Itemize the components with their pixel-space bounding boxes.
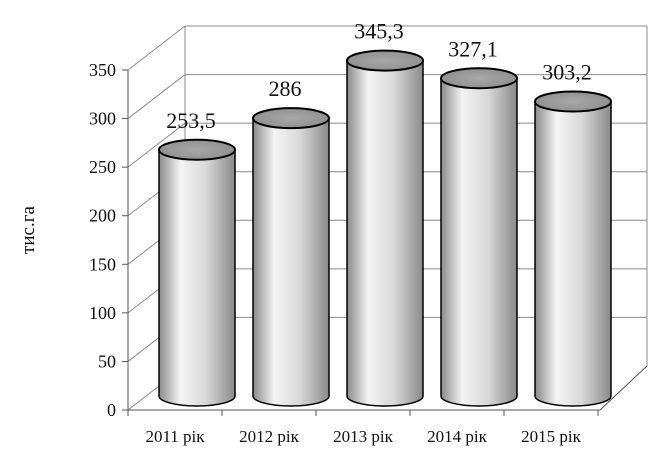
bar-1 xyxy=(158,138,236,407)
bar-top xyxy=(158,138,236,161)
data-label: 345,3 xyxy=(354,19,404,44)
y-axis-ticks: 0 50 100 150 200 250 300 350 xyxy=(89,60,128,420)
y-tick-label: 100 xyxy=(89,303,116,323)
bars xyxy=(158,49,612,407)
y-tick-label: 0 xyxy=(107,400,116,420)
gridline-side xyxy=(127,74,186,119)
bar-body xyxy=(440,77,518,407)
bar-top xyxy=(346,49,424,72)
y-tick-label: 200 xyxy=(89,206,116,226)
data-label: 286 xyxy=(269,76,302,101)
data-label: 303,2 xyxy=(542,59,592,84)
bar-top xyxy=(252,107,330,130)
gridline-side xyxy=(127,122,186,168)
y-tick-label: 300 xyxy=(89,109,116,129)
bar-4 xyxy=(440,67,518,407)
bar-body xyxy=(346,59,424,407)
y-tick-label: 50 xyxy=(98,351,116,371)
data-label: 253,5 xyxy=(166,108,216,133)
bar-3 xyxy=(346,49,424,407)
x-axis-ticks: 2011 рік 2012 рік 2013 рік 2014 рік 2015 рік xyxy=(127,410,599,446)
bar-body xyxy=(252,117,330,407)
y-tick-label: 250 xyxy=(89,157,116,177)
x-category-label: 2015 рік xyxy=(521,427,581,446)
y-tick-label: 150 xyxy=(89,254,116,274)
gridline-side xyxy=(127,25,186,71)
floor-right-edge xyxy=(599,365,648,411)
bar-2 xyxy=(252,107,330,407)
bar-body xyxy=(158,149,236,407)
y-axis-title: тис.га xyxy=(18,205,39,253)
data-label: 327,1 xyxy=(448,36,498,61)
data-labels: 253,5 286 345,3 327,1 303,2 xyxy=(166,19,592,133)
x-category-label: 2012 рік xyxy=(239,427,299,446)
bar-5 xyxy=(534,90,612,407)
bar-top xyxy=(440,67,518,90)
bar-top xyxy=(534,90,612,113)
x-category-label: 2011 рік xyxy=(145,427,205,446)
x-category-label: 2013 рік xyxy=(333,427,393,446)
y-tick-label: 350 xyxy=(89,60,116,80)
x-category-label: 2014 рік xyxy=(427,427,487,446)
bar-body xyxy=(534,100,612,407)
